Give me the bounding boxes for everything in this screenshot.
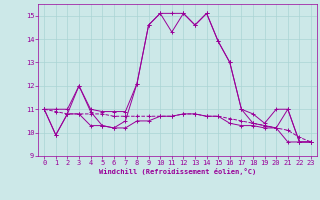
X-axis label: Windchill (Refroidissement éolien,°C): Windchill (Refroidissement éolien,°C)	[99, 168, 256, 175]
